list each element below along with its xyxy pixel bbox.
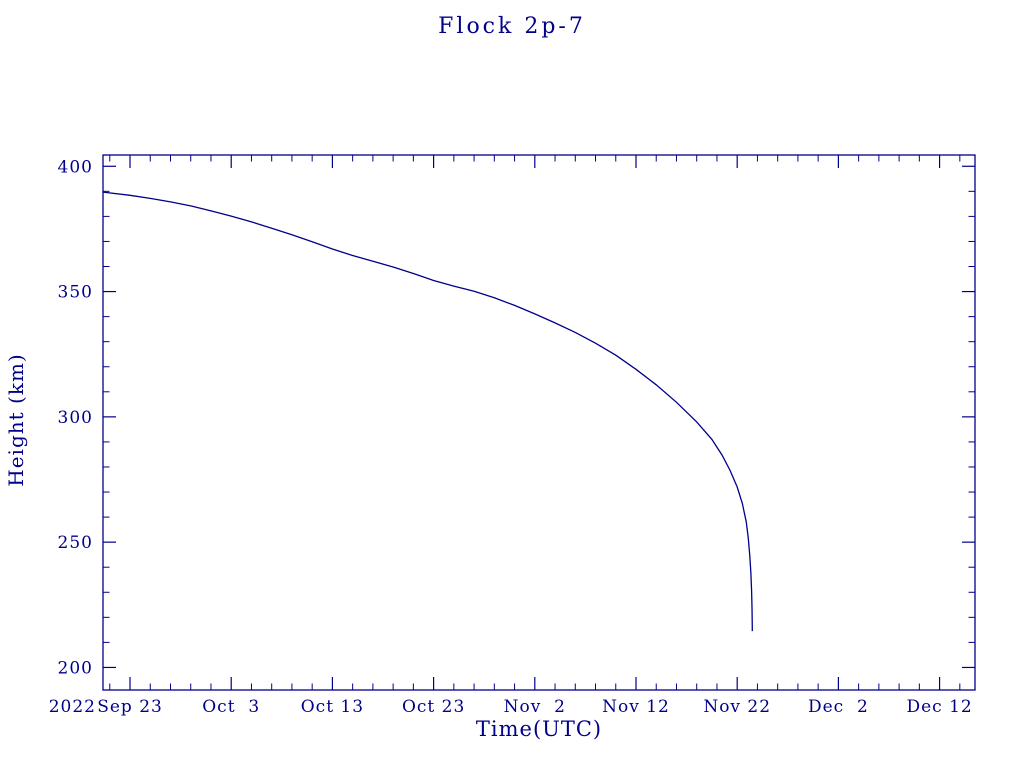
x-tick-label: Nov 2 — [504, 697, 566, 717]
x-tick-label: Oct 23 — [402, 697, 465, 717]
x-tick-label: Dec 12 — [906, 697, 972, 717]
x-tick-label: Dec 2 — [808, 697, 869, 717]
x-tick-label: Sep 23 — [97, 697, 163, 717]
x-tick-label: Oct 13 — [301, 697, 364, 717]
y-tick-label: 350 — [58, 283, 93, 303]
y-tick-label: 250 — [58, 533, 93, 553]
y-tick-label: 400 — [58, 157, 93, 177]
y-tick-label: 300 — [58, 408, 93, 428]
y-tick-label: 200 — [58, 658, 93, 678]
chart-title: Flock 2p-7 — [438, 14, 586, 39]
plot-frame — [102, 154, 976, 691]
x-tick-label: Oct 3 — [202, 697, 260, 717]
x-tick-label: Nov 22 — [703, 697, 771, 717]
x-tick-label: Nov 12 — [602, 697, 670, 717]
x-axis-label: Time(UTC) — [475, 717, 603, 741]
height-decay-line — [102, 191, 753, 632]
x-axis-year-label: 2022 — [49, 697, 96, 717]
